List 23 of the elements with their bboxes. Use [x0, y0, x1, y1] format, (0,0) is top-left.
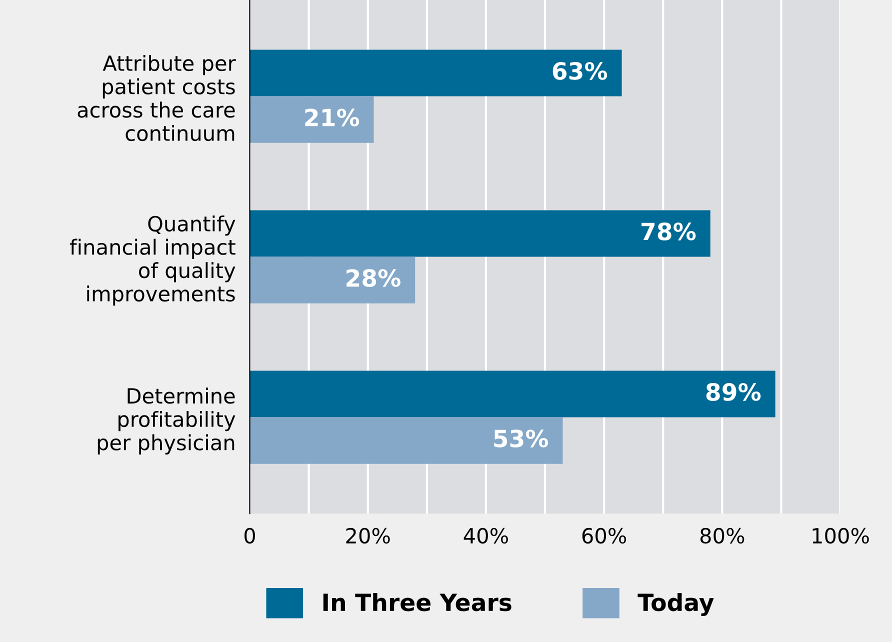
data-label: 28%	[346, 269, 400, 287]
x-tick-label: 40%	[464, 528, 508, 544]
y-tick-label: Quantify financial impact of quality improvements	[70, 215, 236, 306]
x-tick-label: 0	[244, 528, 256, 544]
x-tick-label: 80%	[700, 528, 744, 544]
bar	[250, 210, 710, 257]
data-label: 63%	[552, 62, 608, 80]
legend-label: In Three Years	[323, 592, 512, 612]
x-tick-label: 100%	[812, 528, 869, 544]
x-tick-label: 60%	[582, 528, 626, 544]
data-label: 89%	[706, 383, 761, 401]
data-label: 53%	[494, 430, 548, 448]
bar	[250, 96, 374, 143]
y-tick-label: Determine profitability per physician	[98, 388, 236, 454]
y-tick-label: Attribute per patient costs across the care continuum	[78, 54, 236, 142]
x-tick-label: 20%	[346, 528, 390, 544]
bar	[250, 417, 563, 464]
data-label: 21%	[305, 108, 360, 126]
data-label: 78%	[642, 222, 696, 240]
legend-label: Today	[638, 592, 714, 616]
bar	[250, 256, 416, 304]
bar	[250, 50, 622, 96]
bar	[250, 370, 776, 418]
